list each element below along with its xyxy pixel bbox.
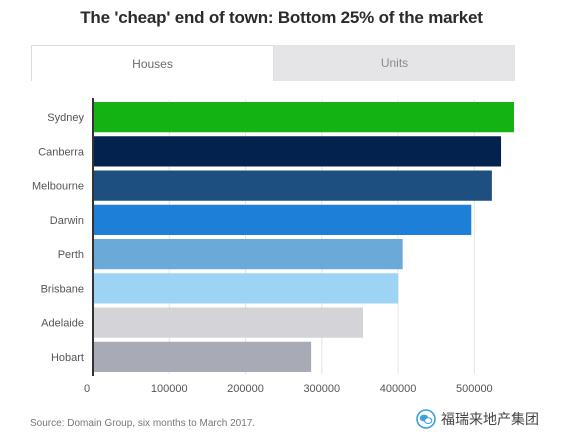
category-label-melbourne: Melbourne <box>32 181 84 193</box>
bar-perth[interactable] <box>93 239 403 270</box>
x-tick-label: 500000 <box>456 383 493 395</box>
category-label-brisbane: Brisbane <box>41 283 84 295</box>
category-label-perth: Perth <box>58 249 84 261</box>
bar-adelaide[interactable] <box>93 307 363 338</box>
bar-brisbane[interactable] <box>93 273 399 304</box>
category-label-hobart: Hobart <box>51 352 84 364</box>
x-tick-label: 200000 <box>227 383 264 395</box>
tab-units[interactable]: Units <box>274 45 515 81</box>
category-label-sydney: Sydney <box>47 112 84 124</box>
bar-melbourne[interactable] <box>93 170 492 201</box>
category-label-canberra: Canberra <box>38 146 85 158</box>
x-tick-label: 400000 <box>380 383 417 395</box>
bar-darwin[interactable] <box>93 204 472 235</box>
x-tick-label: 100000 <box>151 383 188 395</box>
x-tick-label: 300000 <box>303 383 340 395</box>
x-tick-label: 0 <box>84 383 90 395</box>
source-note: Source: Domain Group, six months to Marc… <box>30 418 256 429</box>
watermark-text: 福瑞来地产集团 <box>441 412 539 428</box>
bar-canberra[interactable] <box>93 136 502 167</box>
tab-bar: Houses Units <box>31 45 515 81</box>
watermark: 福瑞来地产集团 <box>416 409 539 429</box>
category-label-darwin: Darwin <box>50 215 84 227</box>
bar-sydney[interactable] <box>93 102 514 133</box>
tab-houses[interactable]: Houses <box>31 45 274 81</box>
wechat-logo-icon <box>416 409 436 429</box>
bar-hobart[interactable] <box>93 341 312 372</box>
category-label-adelaide: Adelaide <box>41 318 84 330</box>
chart-title: The 'cheap' end of town: Bottom 25% of t… <box>80 8 483 27</box>
